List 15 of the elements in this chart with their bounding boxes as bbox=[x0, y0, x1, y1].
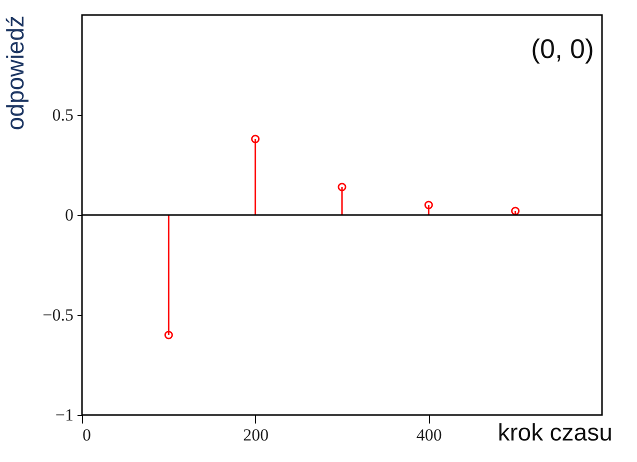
x-tick-label: 0 bbox=[82, 426, 91, 444]
point bbox=[424, 200, 433, 210]
x-axis-title: krok czasu bbox=[498, 420, 612, 446]
y-tick-label: 0 bbox=[65, 206, 74, 224]
y-tick-label: 0.5 bbox=[52, 106, 74, 124]
x-tick-label: 400 bbox=[416, 426, 442, 444]
point bbox=[164, 330, 173, 340]
point bbox=[338, 182, 346, 192]
y-tick-label: −0.5 bbox=[42, 306, 74, 324]
point bbox=[251, 134, 260, 144]
x-tick-label: 200 bbox=[243, 426, 269, 444]
point bbox=[511, 206, 520, 216]
y-tick-label: −1 bbox=[55, 406, 74, 424]
y-axis-title: odpowiedź bbox=[2, 16, 30, 130]
annotation: (0, 0) bbox=[530, 34, 594, 64]
